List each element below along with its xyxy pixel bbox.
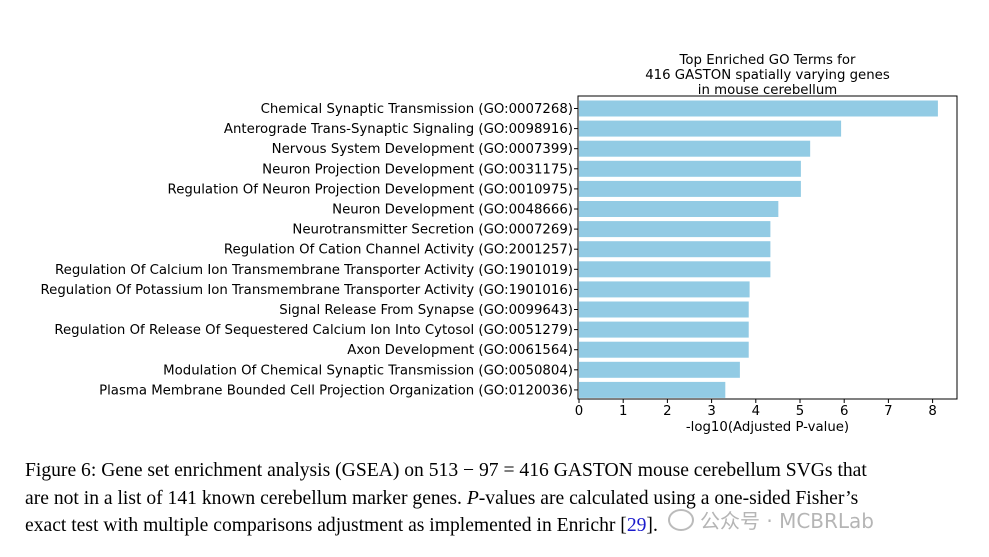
bar: [579, 361, 740, 378]
bar: [579, 120, 842, 137]
bars: [579, 100, 938, 398]
y-tick-label: Neuron Development (GO:0048666): [332, 203, 573, 218]
wechat-logo-icon: [668, 508, 694, 531]
y-tick-label: Neurotransmitter Secretion (GO:0007269): [292, 223, 573, 238]
y-tick-label: Modulation Of Chemical Synaptic Transmis…: [163, 363, 573, 378]
x-tick-label: 0: [575, 404, 583, 419]
bar: [579, 381, 726, 398]
plot-frame: [577, 95, 958, 400]
x-tick-label: 6: [840, 404, 848, 419]
citation-link[interactable]: 29: [626, 515, 647, 536]
chart-title-line: Top Enriched GO Terms for: [679, 53, 856, 68]
y-axis-labels: Chemical Synaptic Transmission (GO:00072…: [41, 102, 578, 398]
bar: [579, 261, 771, 278]
y-tick-label: Regulation Of Calcium Ion Transmembrane …: [55, 263, 573, 278]
chart-title-line: in mouse cerebellum: [698, 83, 837, 98]
caption-line-2b: -values are calculated using a one-sided…: [478, 487, 859, 509]
y-tick-label: Neuron Projection Development (GO:003117…: [262, 162, 573, 177]
caption-line-1: Figure 6: Gene set enrichment analysis (…: [25, 460, 867, 481]
chart-title-line: 416 GASTON spatially varying genes: [645, 68, 890, 83]
x-axis: 0 1 2 3 4 5 6 7 8: [575, 399, 937, 419]
x-axis-label: -log10(Adjusted P-value): [686, 420, 849, 435]
y-tick-label: Anterograde Trans-Synaptic Signaling (GO…: [224, 122, 573, 137]
x-tick-label: 1: [619, 404, 627, 419]
y-tick-label: Signal Release From Synapse (GO:0099643): [279, 303, 573, 318]
x-tick-label: 8: [928, 404, 936, 419]
bar: [579, 100, 938, 117]
y-tick-label: Regulation Of Neuron Projection Developm…: [168, 182, 573, 197]
bar: [579, 160, 801, 177]
caption-line-3b: ].: [646, 515, 658, 536]
figure-caption: Figure 6: Gene set enrichment analysis (…: [25, 457, 970, 540]
bar: [579, 281, 750, 298]
bar: [579, 201, 779, 217]
bar: [579, 321, 749, 338]
y-tick-label: Regulation Of Potassium Ion Transmembran…: [41, 283, 573, 298]
bar: [579, 301, 749, 318]
bar: [579, 180, 801, 197]
bar: [579, 221, 771, 238]
y-tick-label: Regulation Of Release Of Sequestered Cal…: [54, 323, 573, 338]
x-tick-label: 2: [663, 404, 671, 419]
caption-p-italic: P: [466, 487, 479, 509]
y-tick-label: Regulation Of Cation Channel Activity (G…: [224, 243, 573, 258]
caption-line-3a: exact test with multiple comparisons adj…: [25, 515, 627, 536]
caption-line-2a: are not in a list of 141 known cerebellu…: [25, 487, 467, 509]
bar: [579, 241, 771, 258]
y-tick-label: Nervous System Development (GO:0007399): [272, 142, 573, 157]
x-tick-label: 5: [796, 404, 804, 419]
x-tick-label: 3: [707, 404, 715, 419]
bar: [579, 341, 749, 358]
watermark: 公众号 · MCBRLab: [668, 505, 874, 534]
y-tick-label: Chemical Synaptic Transmission (GO:00072…: [261, 102, 573, 117]
y-tick-label: Plasma Membrane Bounded Cell Projection …: [99, 383, 573, 398]
bar: [579, 140, 811, 157]
y-tick-label: Axon Development (GO:0061564): [347, 343, 573, 358]
x-tick-label: 4: [752, 404, 760, 419]
x-tick-label: 7: [884, 404, 892, 419]
watermark-text: 公众号 · MCBRLab: [700, 509, 875, 533]
